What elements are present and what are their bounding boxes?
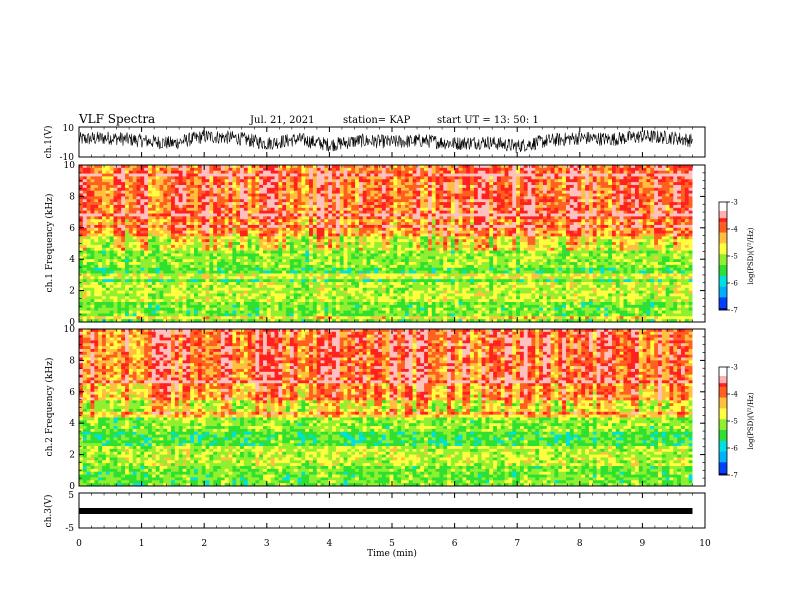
time-tick-label: 4: [327, 539, 333, 549]
time-tick-label: 8: [577, 539, 583, 549]
ch1-ytick-top: 10: [63, 124, 75, 134]
freq-tick-label: 4: [69, 255, 75, 265]
ch2-colorbar: -3 -4 -5 -6 -7 log(PSD)(V²/Hz): [718, 364, 755, 480]
colorbar-tick-label: -7: [731, 307, 738, 315]
time-tick-label: 7: [514, 539, 520, 549]
colorbar-tick-label: -5: [731, 418, 738, 426]
colorbar-label: log(PSD)(V²/Hz): [747, 227, 755, 284]
ch3-ytick-top: 5: [68, 491, 74, 501]
ch3-waveform-ylabel: ch.3(V): [43, 495, 54, 528]
figure-title: VLF Spectra: [78, 112, 155, 126]
time-tick-label: 2: [201, 539, 207, 549]
ch3-waveform-trace: [79, 508, 693, 514]
station-label: station= KAP: [343, 115, 411, 126]
time-tick-label: 6: [452, 539, 458, 549]
ch2-spectrogram-panel: 0 2 4 6 8 10 ch.2 Frequency (kHz): [44, 325, 706, 492]
time-tick-label: 0: [76, 539, 82, 549]
freq-tick-label: 0: [69, 318, 75, 328]
ch1-waveform-trace: [78, 129, 693, 153]
colorbar-tick-label: -6: [731, 280, 738, 288]
start-time-label: start UT = 13: 50: 1: [437, 115, 539, 126]
time-axis: 0 1 2 3 4 5 6 7 8 9 10: [76, 127, 711, 549]
colorbar-tick-label: -7: [731, 472, 738, 480]
freq-tick-label: 2: [69, 451, 75, 461]
ch2-spectrogram-ylabel: ch.2 Frequency (kHz): [44, 358, 55, 457]
colorbar-tick-label: -6: [731, 445, 738, 453]
freq-tick-label: 6: [69, 224, 75, 234]
freq-tick-label: 10: [64, 161, 76, 171]
date-label: Jul. 21, 2021: [249, 115, 315, 126]
ch3-waveform-panel: 5 -5 ch.3(V): [43, 491, 706, 534]
colorbar-tick-label: -4: [731, 226, 738, 234]
time-tick-label: 1: [139, 539, 145, 549]
time-tick-label: 3: [264, 539, 270, 549]
colorbar-tick-label: -4: [731, 391, 738, 399]
colorbar-tick-label: -3: [731, 364, 738, 372]
colorbar-label: log(PSD)(V²/Hz): [747, 392, 755, 449]
ch2-spectrogram-heatmap: [78, 328, 706, 487]
ch1-spectrogram-heatmap: [78, 164, 706, 323]
colorbar-tick-label: -3: [731, 199, 738, 207]
ch1-waveform-line: [78, 129, 693, 153]
time-tick-label: 10: [699, 539, 711, 549]
freq-tick-label: 8: [69, 356, 75, 366]
ch1-waveform-panel: 10 -10 ch.1(V): [43, 124, 706, 163]
freq-tick-label: 2: [69, 287, 75, 297]
time-tick-label: 5: [389, 539, 395, 549]
ch1-spectrogram-panel: 0 2 4 6 8 10 ch.1 Frequency (kHz): [44, 161, 706, 328]
freq-tick-label: 8: [69, 192, 75, 202]
ch1-ytick-bottom: -10: [60, 153, 75, 163]
ch3-ytick-bottom: -5: [65, 524, 74, 534]
time-tick-label: 9: [640, 539, 646, 549]
freq-tick-label: 10: [64, 325, 76, 335]
ch1-spectrogram-ylabel: ch.1 Frequency (kHz): [44, 194, 55, 293]
freq-tick-label: 0: [69, 482, 75, 492]
time-axis-label: Time (min): [367, 548, 417, 559]
ch1-colorbar: -3 -4 -5 -6 -7 log(PSD)(V²/Hz): [718, 199, 755, 315]
freq-tick-label: 6: [69, 388, 75, 398]
colorbar-tick-label: -5: [731, 253, 738, 261]
freq-tick-label: 4: [69, 419, 75, 429]
ch1-waveform-ylabel: ch.1(V): [43, 126, 54, 159]
ch3-waveform-line: [79, 508, 693, 514]
